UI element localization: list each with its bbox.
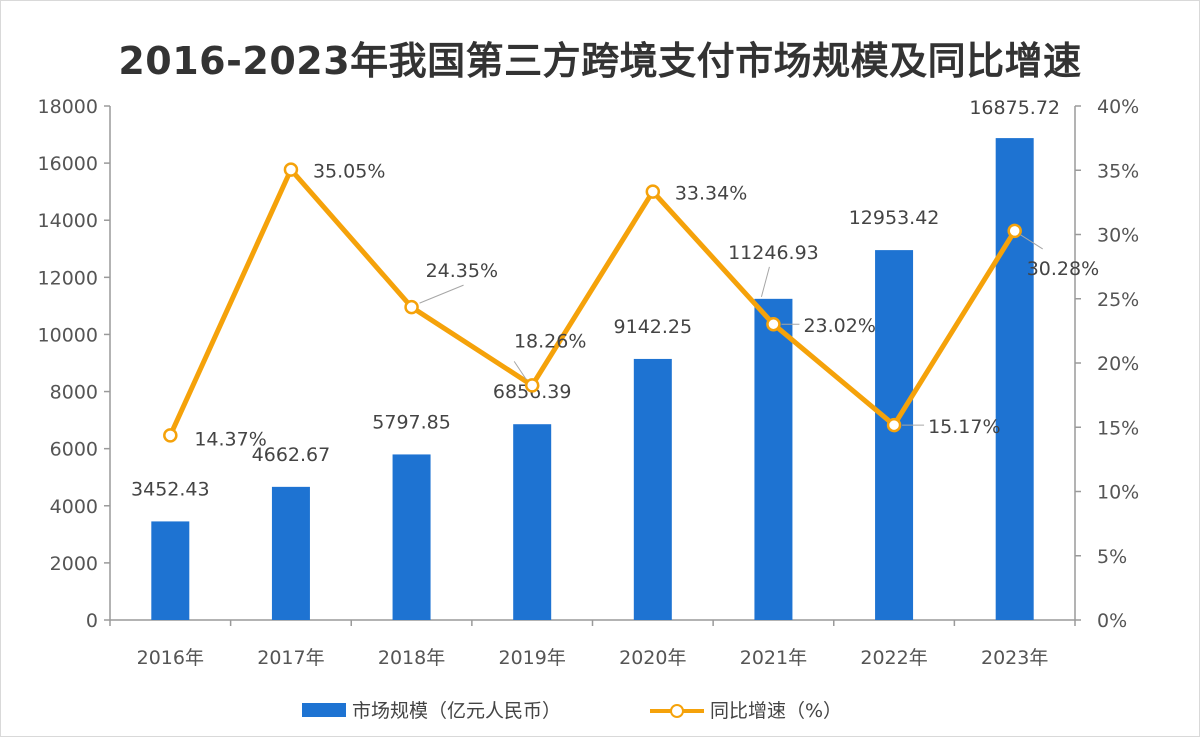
growth-point	[1007, 223, 1022, 239]
y-left-tick-label: 2000	[50, 553, 98, 575]
growth-point	[283, 162, 299, 177]
bar	[633, 358, 672, 620]
line-data-label: 24.35%	[426, 260, 498, 282]
line-data-label: 18.26%	[514, 330, 586, 352]
bar-data-label: 12953.42	[849, 207, 940, 229]
line-data-label: 33.34%	[675, 183, 747, 205]
growth-line	[168, 167, 1017, 437]
bar-data-label: 5797.85	[372, 411, 451, 433]
y-left-tick-label: 10000	[38, 324, 98, 346]
bar-label-leader	[760, 266, 770, 297]
y-left-tick-label: 12000	[38, 267, 98, 289]
x-tick-label: 2019年	[499, 647, 566, 669]
legend-label-bar: 市场规模（亿元人民币）	[352, 700, 562, 722]
line-data-label: 30.28%	[1027, 258, 1099, 280]
line-label-leader	[1020, 234, 1043, 250]
bar	[995, 138, 1034, 621]
bar-data-label: 16875.72	[969, 97, 1060, 119]
line-data-label: 15.17%	[928, 416, 1000, 438]
growth-point	[404, 299, 419, 315]
line-label-leader	[419, 284, 464, 304]
line-data-label: 23.02%	[803, 315, 875, 337]
x-tick-label: 2017年	[257, 647, 324, 669]
bar-data-label: 3452.43	[131, 478, 210, 500]
y-left-tick-label: 0	[86, 610, 98, 632]
line-label-leader	[513, 361, 527, 380]
bar	[754, 298, 793, 620]
growth-point	[766, 316, 781, 332]
chart-title: 2016-2023年我国第三方跨境支付市场规模及同比增速	[118, 39, 1082, 83]
growth-point	[524, 378, 540, 393]
legend-swatch-bar	[302, 702, 346, 717]
legend: 市场规模（亿元人民币） 同比增速（%）	[0, 696, 1200, 726]
x-tick-label: 2018年	[378, 647, 445, 669]
y-right-tick-label: 15%	[1097, 417, 1139, 439]
bar-data-label: 11246.93	[728, 242, 819, 264]
y-left-tick-label: 4000	[50, 496, 98, 518]
bar	[392, 454, 431, 620]
bar	[875, 250, 914, 620]
y-right-tick-label: 20%	[1097, 353, 1139, 375]
line-data-label: 14.37%	[194, 428, 266, 450]
y-right-tick-label: 35%	[1097, 160, 1139, 182]
x-tick-label: 2022年	[860, 647, 927, 669]
y-right-tick-label: 40%	[1097, 96, 1139, 118]
line-data-label: 35.05%	[313, 161, 385, 183]
x-tick-label: 2023年	[981, 647, 1048, 669]
legend-label-line: 同比增速（%）	[710, 700, 843, 722]
legend-swatch-line	[650, 703, 704, 718]
y-right-tick-label: 30%	[1097, 225, 1139, 247]
y-left-tick-label: 14000	[38, 210, 98, 232]
y-left-tick-label: 18000	[38, 96, 98, 118]
y-right-tick-label: 0%	[1097, 610, 1127, 632]
bar-data-label: 9142.25	[614, 316, 693, 338]
legend-item-line: 同比增速（%）	[650, 696, 842, 723]
y-left-tick-label: 6000	[50, 439, 98, 461]
x-tick-label: 2016年	[137, 647, 204, 669]
bar-data-label: 4662.67	[252, 444, 331, 466]
y-right-tick-label: 10%	[1097, 482, 1139, 504]
bar	[513, 424, 552, 620]
y-right-tick-label: 25%	[1097, 289, 1139, 311]
growth-point	[886, 417, 902, 433]
growth-point	[645, 184, 661, 199]
growth-point	[163, 428, 178, 443]
y-left-tick-label: 16000	[38, 153, 98, 175]
bar	[151, 521, 190, 620]
legend-item-bar: 市场规模（亿元人民币）	[302, 696, 561, 723]
bar	[271, 486, 310, 620]
y-right-tick-label: 5%	[1097, 546, 1127, 568]
x-tick-label: 2021年	[740, 647, 807, 669]
y-left-tick-label: 8000	[50, 382, 98, 404]
x-tick-label: 2020年	[619, 647, 686, 669]
